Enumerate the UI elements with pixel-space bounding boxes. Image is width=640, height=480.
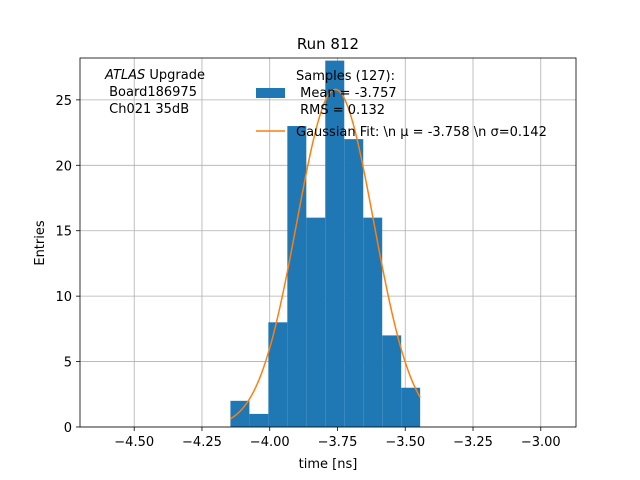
histogram-bar [401,387,421,427]
atlas-label-italic: ATLAS [104,68,145,83]
y-tick-label: 15 [55,225,72,240]
y-tick-label: 0 [64,421,72,436]
histogram-bar [382,335,402,427]
legend-samples-label: Samples (127): [296,69,395,84]
y-axis-ticks: 0 5 10 15 20 25 [55,94,80,436]
legend-rms-label: RMS = 0.132 [296,103,385,118]
y-tick-label: 10 [55,290,72,305]
legend-mean-label: Mean = -3.757 [296,86,397,101]
x-tick-label: −3.75 [318,435,358,450]
y-tick-label: 20 [55,159,72,174]
atlas-label-board: Board186975 [105,85,197,100]
histogram-bar [287,126,307,428]
y-tick-label: 5 [64,356,72,371]
legend-fit-label: Gaussian Fit: \n μ = -3.758 \n σ=0.142 [296,125,547,140]
x-tick-label: −3.50 [385,435,425,450]
legend: Samples (127): Mean = -3.757 RMS = 0.132… [256,69,547,140]
atlas-label-channel: Ch021 35dB [105,102,189,117]
y-axis-label: Entries [33,220,48,266]
histogram-bar [268,322,288,427]
x-axis-label: time [ns] [299,457,358,472]
gaussian-fit-curve [230,88,421,420]
x-tick-label: −4.50 [114,435,154,450]
histogram-bar [344,139,364,427]
histogram-bar [230,400,250,427]
x-tick-label: −3.25 [453,435,493,450]
x-axis-ticks: −4.50 −4.25 −4.00 −3.75 −3.50 −3.25 −3.00 [114,427,561,450]
histogram-bar [325,60,345,428]
x-tick-label: −4.25 [182,435,222,450]
atlas-label-line-1: ATLAS Upgrade [104,68,205,83]
plot-frame [79,57,577,428]
histogram-bar [249,413,269,427]
histogram-bar [363,217,383,427]
atlas-annotation: ATLAS Upgrade Board186975 Ch021 35dB [104,68,205,117]
legend-histogram-patch [256,88,285,98]
chart-title: Run 812 [297,35,359,53]
x-tick-label: −3.00 [521,435,561,450]
histogram-bars [230,60,421,428]
x-tick-label: −4.00 [250,435,290,450]
histogram-bar [306,217,326,427]
atlas-label-upgrade: Upgrade [145,68,205,83]
y-tick-label: 25 [55,94,72,109]
